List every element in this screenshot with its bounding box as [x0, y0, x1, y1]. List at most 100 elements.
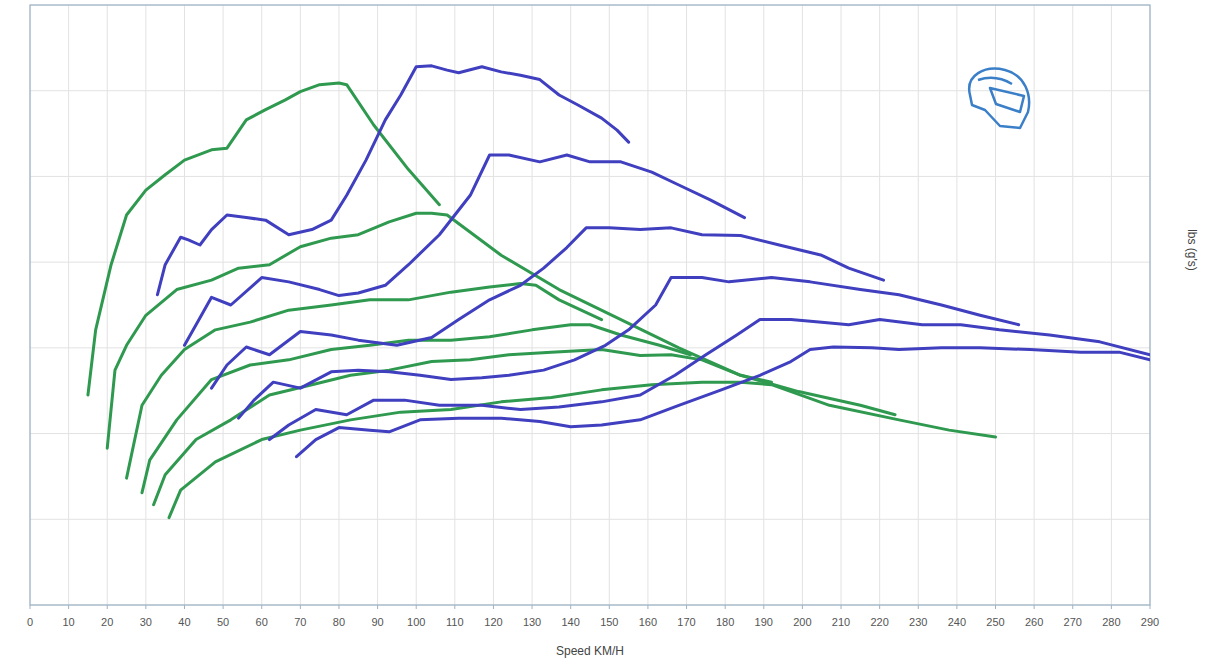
x-tick-label: 130	[523, 616, 541, 628]
x-tick-label: 40	[178, 616, 190, 628]
x-tick-label: 30	[140, 616, 152, 628]
x-tick	[647, 605, 648, 609]
gear-curve	[107, 213, 895, 448]
x-tick-label: 160	[639, 616, 657, 628]
x-tick	[763, 605, 764, 609]
x-tick	[184, 605, 185, 609]
x-tick	[956, 605, 957, 609]
x-tick-label: 20	[101, 616, 113, 628]
x-tick	[68, 605, 69, 609]
x-tick	[1150, 605, 1151, 609]
x-grid-line	[416, 5, 417, 605]
series-lines	[88, 66, 1150, 518]
x-tick-label: 150	[600, 616, 618, 628]
x-tick	[570, 605, 571, 609]
x-tick	[416, 605, 417, 609]
x-grid-line	[686, 5, 687, 605]
x-tick	[454, 605, 455, 609]
chart: 0 10 20 30 40 50 60 70 80 90 100 110 120 130 140 150 160…	[0, 0, 1220, 667]
y-grid-line	[30, 262, 1150, 263]
x-tick	[1111, 605, 1112, 609]
y-grid-line	[30, 176, 1150, 177]
x-tick-label: 170	[677, 616, 695, 628]
x-tick	[609, 605, 610, 609]
x-tick	[918, 605, 919, 609]
x-tick	[145, 605, 146, 609]
x-grid-line	[841, 5, 842, 605]
x-tick	[261, 605, 262, 609]
x-tick-label: 0	[27, 616, 33, 628]
x-grid-line	[223, 5, 224, 605]
x-tick	[686, 605, 687, 609]
x-tick-label: 50	[217, 616, 229, 628]
x-tick	[377, 605, 378, 609]
x-axis-title: Speed KM/H	[556, 644, 624, 658]
x-tick-label: 220	[870, 616, 888, 628]
x-grid-line	[1111, 5, 1112, 605]
x-grid-line	[377, 5, 378, 605]
x-tick-label: 260	[1025, 616, 1043, 628]
x-tick	[532, 605, 533, 609]
x-grid-line	[145, 5, 146, 605]
x-tick	[300, 605, 301, 609]
x-grid-line	[493, 5, 494, 605]
x-grid-line	[609, 5, 610, 605]
y-grid-line	[30, 90, 1150, 91]
x-tick-label: 110	[446, 616, 464, 628]
x-grid-line	[725, 5, 726, 605]
x-tick-label: 270	[1064, 616, 1082, 628]
x-tick	[725, 605, 726, 609]
x-tick-label: 210	[832, 616, 850, 628]
x-tick-label: 290	[1141, 616, 1159, 628]
x-grid-line	[454, 5, 455, 605]
helmet-icon	[969, 69, 1029, 128]
x-grid-line	[300, 5, 301, 605]
x-grid-line	[879, 5, 880, 605]
x-grid-line	[107, 5, 108, 605]
x-tick-label: 240	[948, 616, 966, 628]
gear-curve	[296, 347, 1150, 457]
x-tick	[107, 605, 108, 609]
x-grid-line	[647, 5, 648, 605]
x-tick	[30, 605, 31, 609]
x-tick-label: 90	[371, 616, 383, 628]
x-tick-label: 200	[793, 616, 811, 628]
y-axis-title: lbs (g's)	[1185, 229, 1199, 271]
gear-curve	[127, 284, 602, 479]
x-tick	[493, 605, 494, 609]
x-tick-label: 250	[986, 616, 1004, 628]
x-tick	[802, 605, 803, 609]
x-grid-line	[184, 5, 185, 605]
x-tick-label: 70	[294, 616, 306, 628]
x-tick	[1072, 605, 1073, 609]
x-tick-label: 120	[484, 616, 502, 628]
gear-curve	[269, 320, 1150, 440]
x-tick	[338, 605, 339, 609]
x-grid-line	[261, 5, 262, 605]
x-grid-line	[1034, 5, 1035, 605]
plot-frame	[30, 5, 1150, 605]
x-tick-label: 100	[407, 616, 425, 628]
x-tick	[995, 605, 996, 609]
x-tick-label: 60	[256, 616, 268, 628]
x-tick	[223, 605, 224, 609]
x-tick-label: 280	[1102, 616, 1120, 628]
x-tick-label: 10	[62, 616, 74, 628]
x-tick-label: 190	[755, 616, 773, 628]
gear-curve	[169, 382, 995, 517]
x-tick-label: 80	[333, 616, 345, 628]
x-tick	[841, 605, 842, 609]
x-tick-label: 230	[909, 616, 927, 628]
x-grid-line	[802, 5, 803, 605]
x-grid-line	[918, 5, 919, 605]
x-tick-label: 180	[716, 616, 734, 628]
x-grid-line	[68, 5, 69, 605]
x-grid-line	[532, 5, 533, 605]
x-grid-line	[995, 5, 996, 605]
grid	[30, 5, 1150, 605]
y-grid-line	[30, 519, 1150, 520]
x-grid-line	[1072, 5, 1073, 605]
gear-curve	[157, 66, 628, 295]
x-tick-label: 140	[562, 616, 580, 628]
x-tick	[879, 605, 880, 609]
